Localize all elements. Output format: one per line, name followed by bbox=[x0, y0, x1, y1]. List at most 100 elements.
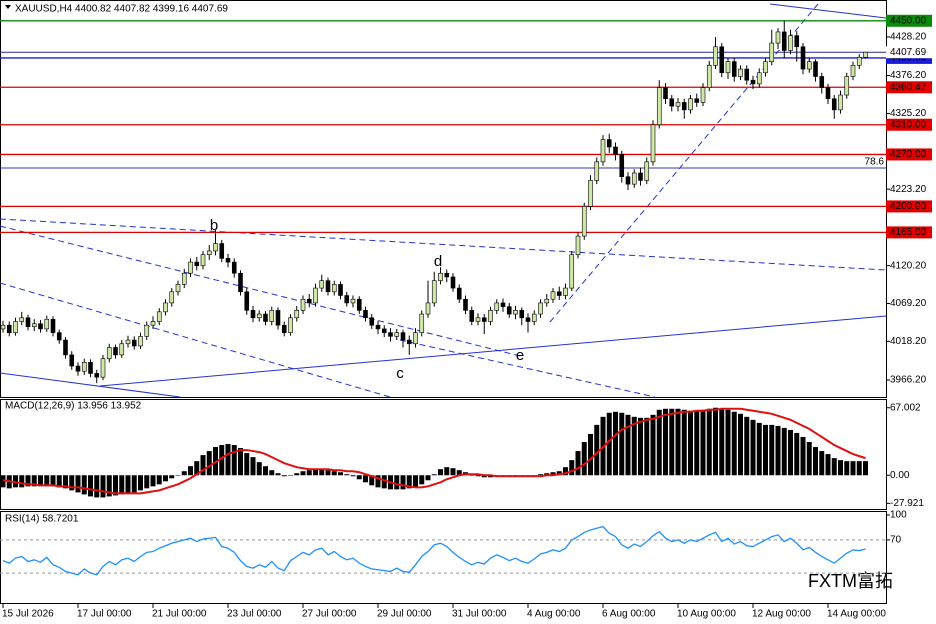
candle-body bbox=[363, 310, 368, 319]
candle-body bbox=[331, 284, 337, 293]
candle-body bbox=[163, 302, 168, 313]
candle-body bbox=[294, 310, 300, 319]
macd-bar bbox=[863, 461, 868, 476]
signal-line bbox=[2, 407, 866, 495]
macd-bar bbox=[781, 427, 787, 476]
macd-bar bbox=[481, 475, 487, 478]
level-label: 4165.00 bbox=[890, 227, 927, 238]
candle-body bbox=[550, 291, 556, 300]
candle-body bbox=[525, 317, 531, 322]
macd-bar bbox=[613, 411, 618, 476]
candle-body bbox=[350, 298, 356, 304]
macd-bar bbox=[181, 471, 187, 476]
candle-body bbox=[638, 172, 643, 181]
candle-body bbox=[306, 298, 312, 304]
candle-body bbox=[531, 313, 537, 322]
candle-body bbox=[675, 102, 681, 107]
macd-bar bbox=[825, 454, 831, 476]
macd-bar bbox=[306, 470, 312, 476]
macd-bar bbox=[713, 407, 718, 476]
y-tick-label: 4376.20 bbox=[890, 70, 927, 81]
x-tick-label: 23 Jul 00:00 bbox=[227, 609, 282, 620]
macd-bar bbox=[656, 409, 662, 476]
candle-body bbox=[175, 284, 181, 293]
macd-bar bbox=[788, 429, 793, 476]
macd-bar bbox=[131, 475, 137, 493]
candle-body bbox=[138, 336, 143, 347]
macd-bar bbox=[69, 475, 75, 491]
candle-body bbox=[181, 272, 187, 285]
level-label: 4200.00 bbox=[890, 201, 927, 212]
candle-body bbox=[731, 61, 737, 77]
candle-body bbox=[369, 317, 375, 326]
macd-bar bbox=[456, 470, 462, 476]
candle-body bbox=[488, 310, 493, 322]
macd-bar bbox=[325, 470, 331, 476]
macd-bar bbox=[631, 416, 637, 476]
candle-body bbox=[213, 243, 218, 252]
macd-bar bbox=[144, 475, 150, 489]
macd-bar bbox=[56, 475, 62, 488]
candle-body bbox=[419, 313, 425, 333]
watermark: FXTM富拓 bbox=[808, 571, 893, 591]
y-tick-label: 4325.20 bbox=[890, 108, 927, 119]
macd-bar bbox=[663, 408, 668, 476]
macd-bar bbox=[844, 461, 850, 476]
macd-bar bbox=[294, 473, 300, 476]
y-tick-label: -27.921 bbox=[890, 498, 924, 509]
candle-body bbox=[113, 347, 118, 356]
x-tick-label: 17 Jul 00:00 bbox=[77, 609, 132, 620]
macd-bar bbox=[188, 466, 193, 476]
candle-body bbox=[188, 261, 193, 274]
macd-bar bbox=[725, 409, 731, 476]
candle-body bbox=[106, 347, 112, 359]
candle-body bbox=[669, 98, 675, 107]
macd-bar bbox=[381, 475, 387, 489]
fib-label: 78.6 bbox=[865, 157, 885, 168]
menu-arrow[interactable] bbox=[5, 5, 11, 9]
candle-body bbox=[744, 68, 750, 81]
macd-bar bbox=[763, 424, 768, 476]
candle-body bbox=[125, 339, 131, 345]
candle-body bbox=[375, 324, 381, 330]
macd-bar bbox=[575, 451, 581, 476]
macd-bar bbox=[256, 462, 262, 476]
candle-body bbox=[75, 365, 81, 372]
macd-bar bbox=[338, 472, 343, 476]
current-price-label: 4407.69 bbox=[890, 47, 927, 58]
candle-body bbox=[656, 87, 662, 126]
candle-body bbox=[288, 317, 293, 333]
candle-body bbox=[456, 287, 462, 300]
macd-bar bbox=[738, 413, 743, 476]
trend-lines bbox=[0, 3, 887, 398]
candle-body bbox=[788, 35, 793, 51]
candle-body bbox=[263, 313, 268, 322]
candle-body bbox=[0, 324, 6, 330]
candle-body bbox=[150, 321, 156, 326]
macd-bar bbox=[638, 417, 643, 476]
macd-bar bbox=[694, 410, 700, 476]
macd-bar bbox=[175, 475, 181, 476]
candle-body bbox=[606, 139, 612, 148]
macd-bar bbox=[706, 408, 712, 476]
macd-bar bbox=[756, 422, 762, 476]
macd-bar bbox=[563, 467, 568, 476]
candle-body bbox=[6, 324, 12, 333]
macd-bar bbox=[238, 448, 243, 476]
trend-line bbox=[0, 372, 181, 398]
level-label: 4310.00 bbox=[890, 119, 927, 130]
rsi-line bbox=[2, 525, 866, 576]
candle-body bbox=[725, 61, 731, 74]
candle-body bbox=[388, 332, 393, 337]
macd-bar bbox=[419, 475, 425, 485]
current-price-tag bbox=[886, 46, 932, 59]
candle-body bbox=[194, 261, 200, 267]
candle-body bbox=[238, 272, 243, 293]
candle-body bbox=[756, 72, 762, 85]
macd-bar bbox=[63, 475, 68, 489]
candle-body bbox=[269, 310, 275, 322]
candle-body bbox=[413, 332, 418, 345]
candle-body bbox=[31, 323, 37, 327]
macd-bar bbox=[475, 475, 481, 477]
x-tick-label: 14 Aug 00:00 bbox=[827, 609, 886, 620]
